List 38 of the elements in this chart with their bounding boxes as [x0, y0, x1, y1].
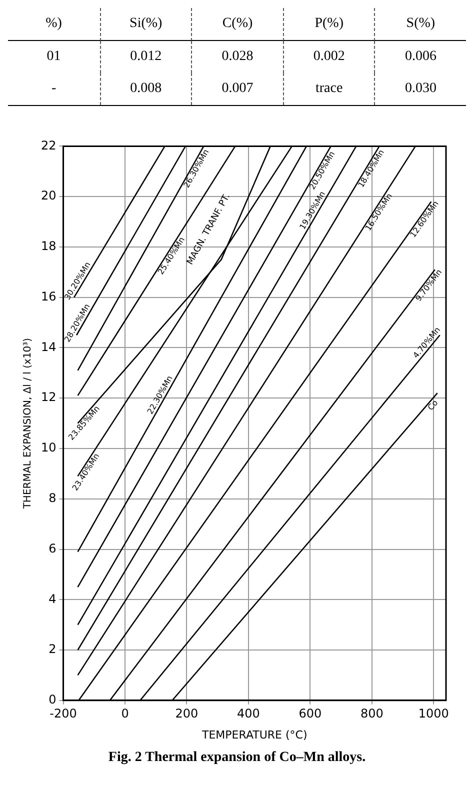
text: trace: [282, 73, 374, 105]
x-axis-title: TEMPERATURE (°C): [201, 728, 308, 742]
x-tick-label: 800: [360, 706, 384, 721]
x-tick-label: 1000: [418, 706, 449, 721]
text: 0.012: [100, 41, 192, 73]
y-tick-label: 0: [48, 692, 56, 707]
x-tick-label: -200: [50, 706, 77, 721]
y-tick-label: 10: [40, 440, 56, 455]
text: Fig. 2 Thermal expansion of Co–Mn alloys.: [107, 750, 367, 766]
text: Co: [426, 398, 440, 412]
text: P(%): [282, 8, 374, 41]
y-tick-label: 12: [40, 390, 56, 404]
y-tick-label: 22: [40, 138, 56, 152]
y-tick-label: 6: [48, 541, 56, 556]
text: 0.030: [374, 73, 466, 105]
text: 0.006: [374, 41, 466, 73]
x-tick-label: 200: [175, 706, 198, 721]
text: 01: [46, 48, 62, 66]
y-tick-label: 2: [48, 642, 56, 656]
y-tick-label: 20: [40, 188, 56, 203]
x-tick-label: 400: [237, 706, 260, 721]
text: Si(%): [100, 8, 192, 41]
text: -: [50, 80, 58, 98]
text: 0.008: [100, 73, 192, 105]
y-tick-label: 4: [48, 592, 56, 606]
text: S(%): [374, 8, 466, 41]
text: 0.028: [191, 41, 283, 73]
text: C(%): [191, 8, 283, 41]
y-tick-label: 14: [40, 340, 56, 354]
y-axis-title: THERMAL EXPANSION, Δl / l (x10³): [22, 338, 34, 510]
y-tick-label: 16: [40, 289, 56, 304]
y-tick-label: 18: [40, 239, 56, 254]
text: %): [8, 8, 100, 41]
x-tick-label: 600: [298, 706, 322, 721]
text: 0.007: [191, 73, 283, 105]
y-tick-label: 8: [48, 491, 56, 505]
x-tick-label: 0: [121, 706, 129, 721]
text: 0.002: [282, 41, 374, 73]
